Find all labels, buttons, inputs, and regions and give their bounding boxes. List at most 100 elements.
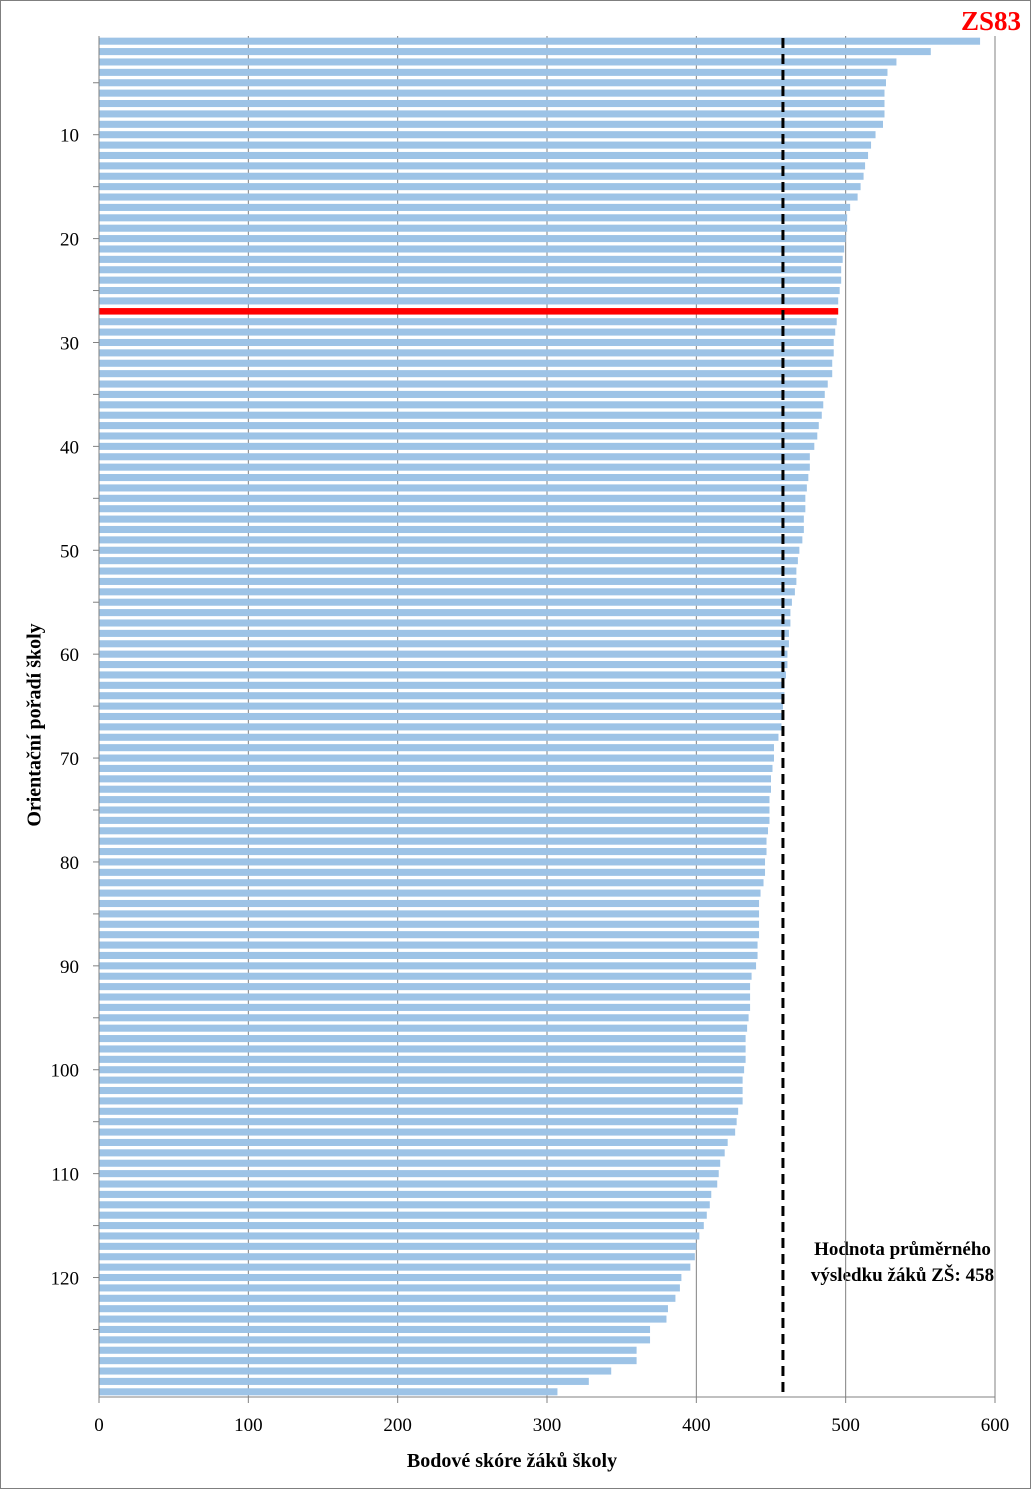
- x-tick-label-0: 0: [94, 1415, 104, 1436]
- bar: [99, 349, 834, 356]
- bar: [99, 329, 835, 336]
- y-tick-label-50: 50: [60, 541, 79, 562]
- bar: [99, 973, 752, 980]
- bar: [99, 1347, 637, 1354]
- bar: [99, 900, 759, 907]
- bar: [99, 1077, 743, 1084]
- bar: [99, 256, 843, 263]
- bar: [99, 391, 825, 398]
- bar: [99, 1336, 650, 1343]
- highlight-bar: [99, 308, 838, 315]
- bar: [99, 1118, 737, 1125]
- bar: [99, 744, 774, 751]
- bar: [99, 235, 846, 242]
- bar: [99, 661, 787, 668]
- x-tick-label-200: 200: [383, 1415, 412, 1436]
- y-tick-label-120: 120: [51, 1269, 80, 1290]
- bar: [99, 1274, 681, 1281]
- bar: [99, 381, 828, 388]
- bar: [99, 1129, 735, 1136]
- bar: [99, 931, 759, 938]
- bar: [99, 370, 832, 377]
- bar: [99, 1108, 738, 1115]
- bar: [99, 432, 817, 439]
- bar: [99, 58, 896, 65]
- bar: [99, 609, 790, 616]
- bar: [99, 1160, 720, 1167]
- bar: [99, 110, 884, 117]
- y-tick-label-90: 90: [60, 957, 79, 978]
- bar: [99, 526, 804, 533]
- bar: [99, 1170, 719, 1177]
- bar: [99, 266, 841, 273]
- y-tick-label-80: 80: [60, 853, 79, 874]
- bar: [99, 474, 808, 481]
- bar: [99, 1149, 725, 1156]
- bar: [99, 786, 771, 793]
- bar: [99, 962, 756, 969]
- bar: [99, 1097, 743, 1104]
- bar: [99, 173, 864, 180]
- bar: [99, 131, 876, 138]
- bar: [99, 484, 807, 491]
- bar: [99, 495, 805, 502]
- bar: [99, 297, 838, 304]
- bar: [99, 1191, 711, 1198]
- bar: [99, 1056, 746, 1063]
- bar: [99, 734, 778, 741]
- bar: [99, 1180, 717, 1187]
- bar: [99, 713, 783, 720]
- bar: [99, 464, 810, 471]
- bar: [99, 422, 819, 429]
- y-tick-label-100: 100: [51, 1061, 80, 1082]
- bar: [99, 796, 770, 803]
- bar: [99, 682, 784, 689]
- bar: [99, 1139, 728, 1146]
- bar: [99, 1388, 557, 1395]
- bar: [99, 1316, 666, 1323]
- bar: [99, 1014, 749, 1021]
- bar: [99, 1378, 589, 1385]
- bar: [99, 588, 795, 595]
- bar: [99, 194, 858, 201]
- y-tick-label-40: 40: [60, 437, 79, 458]
- bar: [99, 983, 750, 990]
- bar: [99, 401, 823, 408]
- bar: [99, 858, 765, 865]
- x-tick-label-300: 300: [533, 1415, 562, 1436]
- bar: [99, 1004, 750, 1011]
- bar: [99, 162, 865, 169]
- bar: [99, 90, 884, 97]
- bar: [99, 568, 796, 575]
- y-tick-label-70: 70: [60, 749, 79, 770]
- bar: [99, 79, 886, 86]
- bar: [99, 723, 781, 730]
- bar: [99, 1284, 680, 1291]
- y-tick-label-10: 10: [60, 126, 79, 147]
- bar: [99, 838, 767, 845]
- bar: [99, 1087, 743, 1094]
- x-tick-label-600: 600: [981, 1415, 1010, 1436]
- bar: [99, 204, 850, 211]
- bar: [99, 619, 790, 626]
- bar: [99, 1243, 696, 1250]
- bar: [99, 755, 774, 762]
- bar: [99, 453, 810, 460]
- bar: [99, 703, 783, 710]
- bar: [99, 1212, 707, 1219]
- bar: [99, 1232, 699, 1239]
- bar: [99, 287, 840, 294]
- x-tick-label-400: 400: [682, 1415, 711, 1436]
- bar: [99, 1025, 747, 1032]
- bar: [99, 142, 871, 149]
- bar: [99, 640, 789, 647]
- bar: [99, 651, 787, 658]
- bar: [99, 921, 759, 928]
- bar: [99, 38, 980, 45]
- bar: [99, 547, 799, 554]
- bar: [99, 412, 822, 419]
- bar: [99, 245, 844, 252]
- bar: [99, 1035, 746, 1042]
- bar: [99, 214, 847, 221]
